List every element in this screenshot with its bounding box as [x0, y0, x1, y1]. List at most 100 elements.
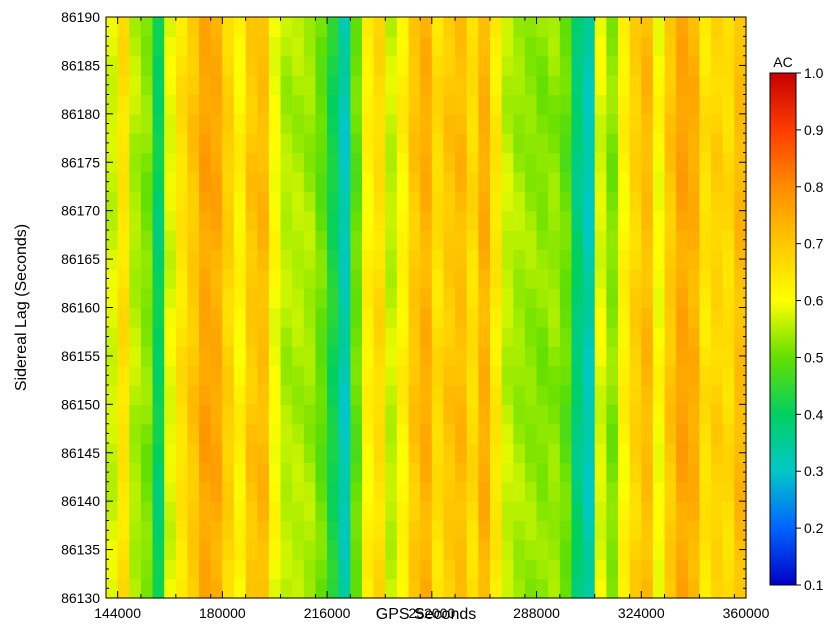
heatmap-cell: [676, 113, 689, 134]
heatmap-cell: [129, 210, 142, 231]
heatmap-cell: [513, 288, 526, 309]
heatmap-cell: [152, 152, 165, 173]
heatmap-cell: [583, 559, 596, 580]
heatmap-cell: [594, 578, 607, 599]
heatmap-cell: [478, 481, 491, 502]
heatmap-cell: [292, 307, 305, 328]
heatmap-cell: [280, 230, 293, 250]
heatmap-cell: [501, 113, 514, 134]
heatmap-cell: [117, 559, 130, 580]
heatmap-cell: [548, 559, 561, 580]
heatmap-cell: [420, 423, 433, 444]
heatmap-cell: [129, 230, 142, 250]
heatmap-cell: [629, 171, 642, 192]
heatmap-cell: [315, 520, 328, 541]
heatmap-cell: [699, 404, 712, 425]
heatmap-cell: [618, 152, 631, 173]
heatmap-cell: [629, 423, 642, 444]
heatmap-cell: [629, 501, 642, 522]
heatmap-cell: [478, 210, 491, 231]
heatmap-cell: [606, 36, 619, 57]
heatmap-cell: [199, 346, 212, 367]
heatmap-cell: [443, 578, 456, 599]
heatmap-cell: [362, 268, 375, 289]
heatmap-cell: [234, 36, 247, 57]
heatmap-cell: [478, 404, 491, 425]
heatmap-cell: [117, 462, 130, 483]
heatmap-cell: [443, 249, 456, 270]
heatmap-cell: [362, 578, 375, 599]
heatmap-cell: [420, 288, 433, 309]
heatmap-cell: [676, 404, 689, 425]
heatmap-cell: [466, 326, 479, 347]
heatmap-cell: [606, 578, 619, 599]
heatmap-cell: [117, 384, 130, 405]
heatmap-cell: [175, 443, 189, 464]
heatmap-cell: [722, 268, 735, 289]
heatmap-cell: [350, 559, 363, 580]
heatmap-cell: [548, 443, 561, 464]
heatmap-cell: [478, 384, 491, 405]
heatmap-cell: [373, 481, 386, 502]
heatmap-cell: [129, 268, 142, 289]
heatmap-cell: [292, 365, 305, 386]
heatmap-cell: [676, 481, 689, 502]
heatmap-cell: [152, 94, 165, 115]
heatmap-cell: [222, 539, 235, 560]
heatmap-cell: [711, 423, 724, 444]
heatmap-cell: [687, 94, 701, 115]
heatmap-cell: [699, 94, 712, 115]
heatmap-cell: [292, 462, 305, 483]
heatmap-cell: [490, 152, 503, 173]
heatmap-cell: [408, 443, 421, 464]
heatmap-cell: [420, 365, 433, 386]
heatmap-cell: [385, 152, 398, 173]
heatmap-cell: [722, 404, 735, 425]
heatmap-cell: [175, 36, 189, 57]
heatmap-cell: [711, 75, 724, 96]
heatmap-cell: [129, 404, 142, 425]
heatmap-cell: [106, 462, 119, 483]
heatmap-cell: [117, 481, 130, 502]
heatmap-cell: [268, 230, 282, 250]
heatmap-cell: [327, 75, 340, 96]
heatmap-cell: [362, 559, 375, 580]
heatmap-cell: [676, 268, 689, 289]
heatmap-cell: [315, 36, 328, 57]
heatmap-cell: [490, 307, 503, 328]
heatmap-cell: [408, 501, 421, 522]
heatmap-cell: [245, 481, 258, 502]
heatmap-cell: [618, 423, 631, 444]
heatmap-cell: [210, 94, 223, 115]
heatmap-cell: [466, 191, 479, 212]
heatmap-cell: [338, 55, 351, 76]
heatmap-cell: [618, 346, 631, 367]
heatmap-cell: [315, 307, 328, 328]
heatmap-cell: [152, 346, 165, 367]
heatmap-cell: [140, 578, 154, 599]
heatmap-cell: [676, 288, 689, 309]
heatmap-cell: [280, 133, 293, 154]
heatmap-cell: [618, 578, 631, 599]
heatmap-cell: [350, 152, 363, 173]
heatmap-cell: [234, 210, 247, 231]
heatmap-cell: [140, 520, 154, 541]
heatmap-cell: [350, 36, 363, 57]
heatmap-cell: [722, 443, 735, 464]
heatmap-cell: [327, 559, 340, 580]
heatmap-cell: [501, 423, 514, 444]
heatmap-cell: [536, 55, 549, 76]
heatmap-cell: [117, 113, 130, 134]
heatmap-cell: [536, 481, 549, 502]
heatmap-cell: [338, 539, 351, 560]
y-tick-label: 86185: [61, 57, 100, 73]
heatmap-cell: [431, 346, 445, 367]
heatmap-cell: [385, 326, 398, 347]
heatmap-cell: [443, 559, 456, 580]
heatmap-cell: [443, 462, 456, 483]
heatmap-cell: [234, 501, 247, 522]
heatmap-cell: [652, 152, 666, 173]
heatmap-cell: [199, 249, 212, 270]
heatmap-cell: [699, 191, 712, 212]
heatmap-cell: [524, 481, 538, 502]
